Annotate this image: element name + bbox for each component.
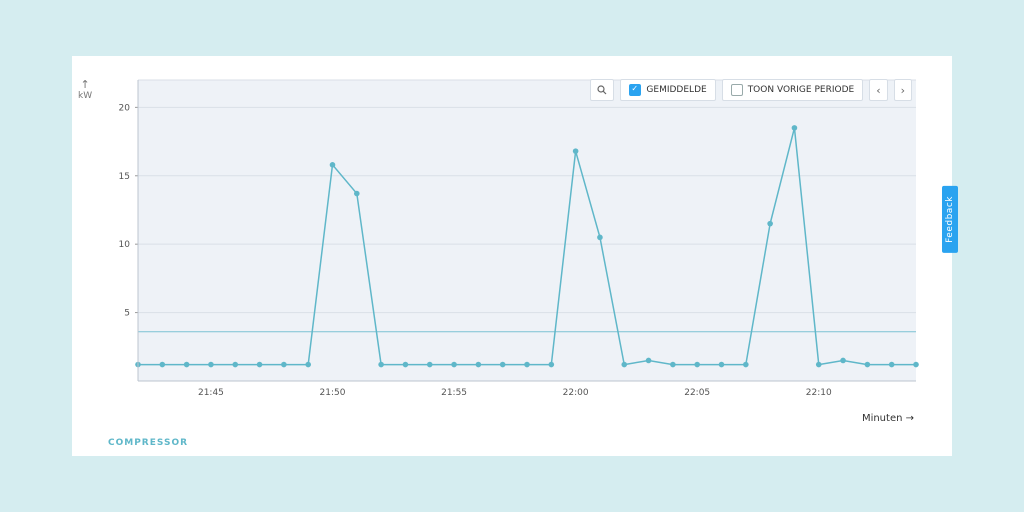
svg-text:22:00: 22:00 bbox=[563, 388, 589, 398]
chart-controls: GEMIDDELDE TOON VORIGE PERIODE ‹ › bbox=[590, 79, 912, 101]
svg-text:22:10: 22:10 bbox=[806, 388, 832, 398]
outer-frame: ↑ kW GEMIDDELDE TOON VORIGE PERIODE ‹ › bbox=[0, 0, 1024, 512]
legend-compressor: COMPRESSOR bbox=[108, 438, 188, 448]
svg-text:5: 5 bbox=[124, 309, 130, 319]
x-axis-label: Minuten → bbox=[862, 413, 914, 424]
chart-area: GEMIDDELDE TOON VORIGE PERIODE ‹ › 5 10 15… bbox=[106, 78, 922, 401]
toon-vorige-label: TOON VORIGE PERIODE bbox=[748, 85, 855, 95]
chart-svg: 5 10 15 20 21:45 21:50 21:55 22:00 22:05 22:10 bbox=[106, 78, 922, 401]
checkbox-off-icon bbox=[731, 84, 743, 96]
svg-text:20: 20 bbox=[119, 103, 131, 113]
svg-text:21:45: 21:45 bbox=[198, 388, 224, 398]
chart-panel: ↑ kW GEMIDDELDE TOON VORIGE PERIODE ‹ › bbox=[72, 56, 952, 456]
svg-text:15: 15 bbox=[119, 172, 130, 182]
y-unit: kW bbox=[78, 91, 92, 101]
gemiddelde-toggle[interactable]: GEMIDDELDE bbox=[620, 79, 715, 101]
svg-text:21:50: 21:50 bbox=[320, 388, 346, 398]
feedback-tab[interactable]: Feedback bbox=[942, 186, 958, 253]
toon-vorige-toggle[interactable]: TOON VORIGE PERIODE bbox=[722, 79, 864, 101]
svg-text:22:05: 22:05 bbox=[684, 388, 710, 398]
svg-text:21:55: 21:55 bbox=[441, 388, 467, 398]
prev-button[interactable]: ‹ bbox=[869, 79, 887, 101]
chevron-right-icon: › bbox=[901, 84, 905, 97]
up-arrow-icon: ↑ bbox=[78, 78, 92, 91]
checkbox-on-icon bbox=[629, 84, 641, 96]
y-axis-label: ↑ kW bbox=[78, 78, 92, 101]
search-icon bbox=[597, 85, 607, 95]
chevron-left-icon: ‹ bbox=[876, 84, 880, 97]
search-button[interactable] bbox=[590, 79, 614, 101]
svg-text:10: 10 bbox=[119, 240, 131, 250]
next-button[interactable]: › bbox=[894, 79, 912, 101]
gemiddelde-label: GEMIDDELDE bbox=[646, 85, 706, 95]
